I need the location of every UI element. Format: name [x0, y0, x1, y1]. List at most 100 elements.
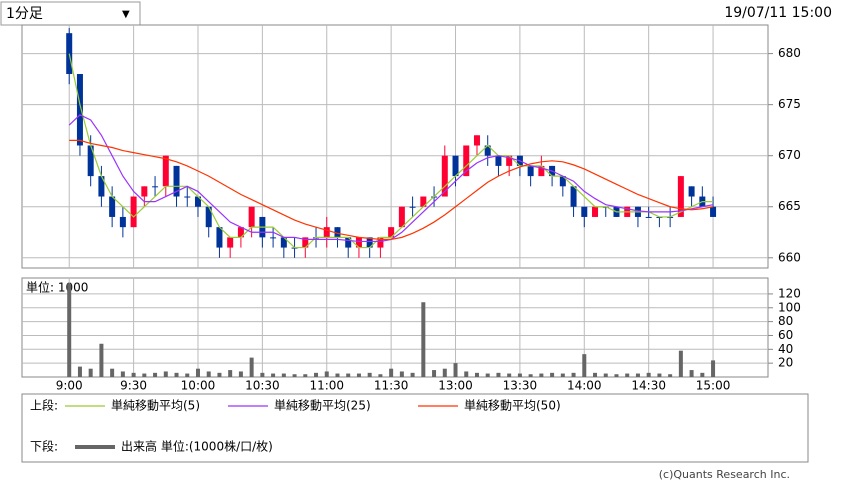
dropdown-label[interactable]: 1分足	[6, 6, 43, 22]
legend-label: 単純移動平均(5)	[111, 399, 200, 413]
x-tick-label: 9:30	[120, 379, 147, 393]
volume-bar	[174, 372, 179, 377]
volume-bar	[367, 372, 372, 377]
candle-body	[323, 227, 330, 238]
y-tick-label: 680	[778, 46, 801, 60]
legend-label: 出来高 単位:(1000株/口/枚)	[121, 439, 273, 454]
legend-label: 単純移動平均(25)	[274, 399, 371, 413]
volume-bar	[517, 373, 522, 377]
volume-bar	[528, 374, 533, 377]
y-tick-label: 675	[778, 97, 801, 111]
x-tick-label: 11:30	[374, 379, 409, 393]
y-tick-label: 670	[778, 148, 801, 162]
candle-body	[334, 227, 341, 238]
x-tick-label: 14:00	[567, 379, 602, 393]
candle-body	[409, 206, 416, 208]
credit: (c)Quants Research Inc.	[659, 468, 790, 481]
volume-bar	[453, 363, 458, 377]
candle-body	[355, 237, 362, 248]
y-tick-label: 20	[778, 356, 793, 370]
volume-bar	[228, 370, 233, 377]
candle-body	[527, 165, 534, 177]
y-tick-label: 40	[778, 342, 793, 356]
candle-body	[463, 145, 470, 177]
candle-body	[538, 165, 545, 177]
candle-body	[688, 186, 695, 197]
volume-bar	[238, 371, 243, 377]
candle-body	[484, 145, 491, 156]
legend-box	[21, 393, 809, 463]
volume-bar	[67, 283, 72, 377]
candle-body	[495, 155, 502, 166]
volume-bar	[142, 373, 147, 377]
volume-bar	[421, 302, 426, 377]
volume-unit-label: 単位: 1000	[26, 280, 88, 295]
volume-bar	[635, 373, 640, 377]
volume-bar	[99, 343, 104, 377]
volume-bar	[539, 373, 544, 377]
volume-bar	[281, 373, 286, 377]
volume-bar	[185, 373, 190, 377]
volume-bar	[625, 373, 630, 377]
candle-body	[302, 237, 309, 248]
candle-body	[452, 155, 459, 177]
x-tick-label: 11:00	[309, 379, 344, 393]
y-tick-label: 60	[778, 328, 793, 342]
volume-bar	[346, 373, 351, 377]
volume-bar	[711, 360, 716, 377]
candle-body	[473, 135, 480, 146]
price-panel	[21, 24, 769, 269]
candle-body	[559, 176, 566, 187]
candle-body	[152, 186, 159, 188]
volume-bar	[582, 354, 587, 377]
candle-body	[237, 227, 244, 238]
volume-bar	[324, 371, 329, 377]
volume-bar	[206, 371, 211, 377]
volume-bar	[678, 350, 683, 377]
volume-bar	[314, 372, 319, 377]
volume-bar	[485, 373, 490, 377]
volume-bar	[560, 373, 565, 377]
x-tick-label: 15:00	[696, 379, 731, 393]
y-tick-label: 80	[778, 314, 793, 328]
volume-bar	[507, 373, 512, 377]
volume-bar	[668, 374, 673, 377]
dropdown-arrow[interactable]: ▼	[122, 9, 130, 20]
volume-bar	[195, 368, 200, 377]
volume-bar	[271, 373, 276, 377]
candle-body	[377, 237, 384, 248]
candle-body	[345, 237, 352, 248]
candle-body	[570, 186, 577, 207]
candle-body	[710, 206, 717, 217]
volume-bar	[77, 366, 82, 377]
candle-body	[366, 237, 373, 248]
candle-body	[398, 206, 405, 228]
x-tick-label: 10:00	[181, 379, 216, 393]
volume-bar	[603, 373, 608, 377]
volume-bar	[410, 372, 415, 377]
volume-bar	[153, 372, 158, 377]
candle-body	[162, 155, 169, 187]
volume-bar	[260, 372, 265, 377]
volume-bar	[593, 372, 598, 377]
volume-bar	[88, 368, 93, 377]
candle-body	[270, 237, 277, 239]
volume-bar	[303, 374, 308, 377]
volume-bar	[442, 368, 447, 377]
candle-body	[109, 196, 116, 217]
volume-bar	[356, 373, 361, 377]
x-tick-label: 13:00	[438, 379, 473, 393]
candle-body	[441, 155, 448, 197]
volume-bar	[474, 372, 479, 377]
legend-lower-label: 下段:	[30, 439, 58, 454]
candle-body	[280, 237, 287, 248]
x-tick-label: 10:30	[245, 379, 280, 393]
candle-body	[184, 196, 191, 198]
candle-body	[87, 145, 94, 177]
y-tick-label: 665	[778, 199, 801, 213]
candle-body	[420, 196, 427, 207]
legend-label: 単純移動平均(50)	[464, 399, 561, 413]
volume-bar	[399, 371, 404, 377]
candle-body	[506, 155, 513, 166]
volume-bar	[292, 374, 297, 377]
